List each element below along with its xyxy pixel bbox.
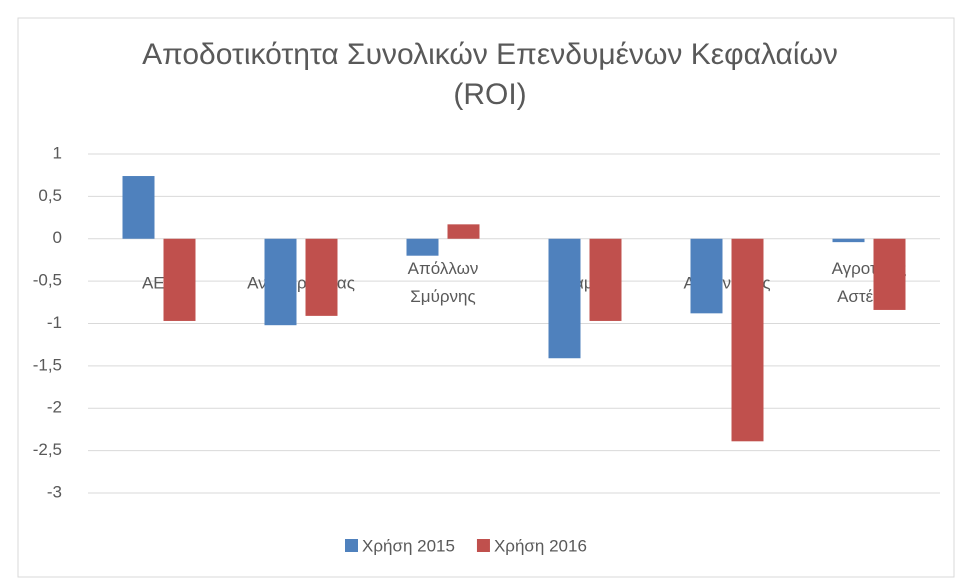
y-tick-label: 1 (53, 143, 62, 162)
bar (873, 238, 906, 310)
y-tick-label: -0,5 (33, 271, 62, 290)
y-tick-label: 0 (53, 228, 62, 247)
y-tick-label: -1 (47, 313, 62, 332)
legend-label: Χρήση 2015 (362, 536, 455, 555)
bar (406, 238, 439, 256)
legend-swatch (476, 539, 490, 552)
bar (832, 238, 865, 243)
y-tick-label: 0,5 (38, 186, 62, 205)
legend-swatch (345, 539, 358, 552)
bar (589, 238, 622, 321)
chart-title: Αποδοτικότητα Συνολικών Επενδυμένων Κεφα… (142, 38, 838, 111)
x-tick-label: Απόλλων Σμύρνης (408, 259, 479, 306)
y-tick-label: -2 (47, 398, 62, 417)
legend-label: Χρήση 2016 (494, 536, 587, 555)
bar (264, 238, 297, 326)
bar (447, 224, 480, 239)
y-tick-label: -1,5 (33, 355, 62, 374)
y-tick-label: -3 (47, 482, 62, 501)
y-tick-label: -2,5 (33, 440, 62, 459)
bar (548, 238, 581, 359)
x-tick-label: Αν. Καρδίτσας (247, 273, 355, 292)
bar (731, 238, 764, 442)
bar (122, 176, 155, 239)
bar (163, 238, 196, 321)
bar (690, 238, 723, 314)
bar (305, 238, 338, 316)
